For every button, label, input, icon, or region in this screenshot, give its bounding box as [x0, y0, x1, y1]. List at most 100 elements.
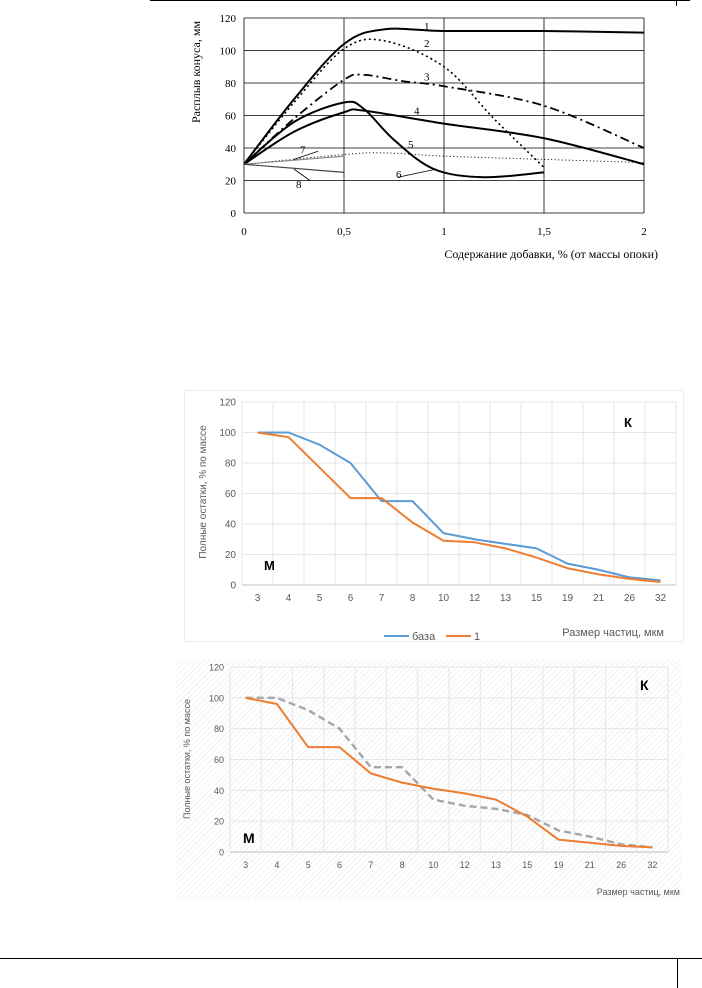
- y-tick-label: 120: [220, 13, 237, 25]
- x-tick-label: 3: [255, 593, 261, 604]
- y-tick-label: 60: [225, 111, 237, 123]
- y-tick-label: 120: [209, 663, 224, 673]
- y-tick-labels: 0 20 40 60 80 100 120: [219, 398, 236, 592]
- series-line-3: [243, 73, 645, 165]
- x-tick-label: 6: [337, 860, 342, 870]
- series-line-1: [243, 27, 645, 165]
- x-tick-label: 15: [522, 860, 532, 870]
- leader-8: [293, 168, 311, 181]
- x-tick-label: 1,5: [537, 226, 551, 238]
- x-tick-label: 10: [428, 860, 438, 870]
- y-tick-label: 20: [214, 817, 224, 827]
- x-tick-label: 3: [243, 860, 248, 870]
- y-tick-label: 40: [225, 143, 237, 155]
- x-tick-label: 0: [241, 226, 247, 238]
- x-tick-label: 7: [379, 593, 385, 604]
- y-tick-labels: 0 20 40 60 80 100 120: [209, 663, 224, 858]
- chart-cone-spread: 1 2 3 4 5 6 7 8 0 20 40 60 80 100 120 0 0,5 1 1,5 2 Распл…: [189, 13, 658, 261]
- x-tick-label: 13: [491, 860, 501, 870]
- x-tick-label: 26: [624, 593, 636, 604]
- y-tick-label: 20: [225, 550, 237, 561]
- x-tick-label: 2: [641, 226, 647, 238]
- x-tick-labels: 3 4 5 6 7 8 10 12 13 15 19 21 26 32: [243, 860, 657, 870]
- y-tick-label: 60: [225, 489, 237, 500]
- series-line-7: [243, 155, 345, 165]
- x-tick-label: 4: [286, 593, 292, 604]
- x-axis-label: Размер частиц, мкм: [562, 627, 664, 639]
- x-tick-label: 6: [348, 593, 354, 604]
- y-tick-label: 60: [214, 755, 224, 765]
- y-tick-label: 0: [219, 848, 224, 858]
- x-tick-label: 10: [438, 593, 450, 604]
- y-tick-label: 100: [209, 693, 224, 703]
- page-number-box: [677, 958, 702, 988]
- legend: база 1: [384, 631, 480, 642]
- leader-7: [293, 150, 319, 160]
- series-line-2: [243, 38, 545, 169]
- x-tick-label: 7: [368, 860, 373, 870]
- y-tick-label: 0: [230, 581, 236, 592]
- x-tick-label: 12: [460, 860, 470, 870]
- leader-6: [397, 168, 437, 178]
- x-tick-label: 19: [562, 593, 574, 604]
- annotation-m: М: [243, 830, 255, 846]
- series-line-s1: [245, 696, 653, 849]
- series-group: [243, 27, 645, 179]
- y-tick-label: 40: [225, 520, 237, 531]
- top-rule-end: [676, 0, 691, 6]
- y-axis-label-wrap-2: Полные остатки, % по массе: [188, 392, 218, 592]
- chart-frame: [184, 390, 684, 642]
- y-axis-label: Полные остатки, % по массе: [182, 699, 192, 819]
- annotation-k: К: [640, 677, 649, 693]
- chart-particle-size-modified: 0 20 40 60 80 100 120 3 4 5 6 7 8 10 12 13 15 19 21 26 32 П…: [176, 659, 682, 899]
- y-tick-label: 100: [219, 428, 236, 439]
- bottom-rule: [0, 958, 702, 959]
- series-label-4: 4: [414, 106, 420, 118]
- series-label-8: 8: [296, 179, 302, 191]
- y-tick-label: 120: [219, 398, 236, 409]
- x-tick-labels: 3 4 5 6 7 8 10 12 13 15 19 21 26 32: [255, 593, 667, 604]
- x-tick-label: 0,5: [337, 226, 351, 238]
- x-tick-label: 13: [500, 593, 512, 604]
- series-line-8: [243, 163, 345, 173]
- x-tick-label: 32: [647, 860, 657, 870]
- series-line-4: [243, 108, 645, 166]
- x-tick-label: 4: [274, 860, 279, 870]
- series-label-1: 1: [424, 21, 430, 33]
- series-line-s0: [245, 696, 653, 849]
- x-tick-label: 5: [306, 860, 311, 870]
- y-tick-label: 100: [220, 46, 237, 58]
- series-label-3: 3: [424, 72, 430, 84]
- x-tick-labels: 0 0,5 1 1,5 2: [241, 226, 647, 238]
- legend-label-1: 1: [474, 631, 480, 642]
- annotation-k: К: [624, 415, 632, 430]
- y-tick-label: 40: [214, 786, 224, 796]
- y-tick-label: 0: [231, 208, 237, 220]
- y-tick-label: 20: [225, 176, 237, 188]
- x-tick-label: 26: [616, 860, 626, 870]
- series-line-база: [257, 431, 661, 582]
- series-line-5: [243, 152, 645, 165]
- series-group: [257, 431, 661, 583]
- x-axis-label: Содержание добавки, % (от массы опоки): [444, 247, 658, 261]
- x-tick-label: 8: [400, 860, 405, 870]
- series-line-1: [257, 431, 661, 583]
- top-rule: [150, 0, 690, 1]
- x-tick-label: 32: [655, 593, 667, 604]
- y-tick-labels: 0 20 40 60 80 100 120: [220, 13, 237, 220]
- x-tick-label: 21: [593, 593, 605, 604]
- series-label-5: 5: [408, 139, 414, 151]
- x-tick-label: 15: [531, 593, 543, 604]
- x-tick-label: 1: [441, 226, 447, 238]
- series-line-6: [243, 100, 545, 179]
- y-axis-label: Расплыв конуса, мм: [189, 21, 203, 124]
- x-tick-label: 21: [585, 860, 595, 870]
- x-tick-label: 8: [410, 593, 416, 604]
- series-label-7: 7: [300, 145, 306, 157]
- legend-label-base: база: [412, 631, 436, 642]
- x-axis-label: Размер частиц, мкм: [597, 887, 680, 897]
- y-axis-label-2: Полные остатки, % по массе: [198, 425, 209, 559]
- series-label-2: 2: [424, 38, 430, 50]
- series-label-6: 6: [396, 169, 402, 181]
- series-group: [245, 696, 653, 849]
